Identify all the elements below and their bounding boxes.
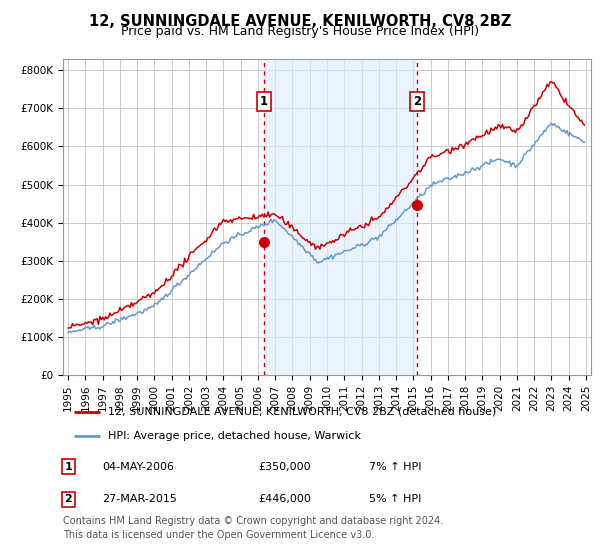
Text: 5% ↑ HPI: 5% ↑ HPI (369, 494, 422, 505)
Text: 04-MAY-2006: 04-MAY-2006 (103, 461, 175, 472)
Text: 1: 1 (64, 461, 72, 472)
Text: Price paid vs. HM Land Registry's House Price Index (HPI): Price paid vs. HM Land Registry's House … (121, 25, 479, 38)
Text: 12, SUNNINGDALE AVENUE, KENILWORTH, CV8 2BZ (detached house): 12, SUNNINGDALE AVENUE, KENILWORTH, CV8 … (108, 407, 496, 417)
Text: Contains HM Land Registry data © Crown copyright and database right 2024.
This d: Contains HM Land Registry data © Crown c… (63, 516, 443, 540)
Text: 27-MAR-2015: 27-MAR-2015 (103, 494, 178, 505)
Text: 2: 2 (413, 95, 421, 108)
Text: 7% ↑ HPI: 7% ↑ HPI (369, 461, 422, 472)
Text: 1: 1 (260, 95, 268, 108)
Text: £446,000: £446,000 (259, 494, 311, 505)
Text: 12, SUNNINGDALE AVENUE, KENILWORTH, CV8 2BZ: 12, SUNNINGDALE AVENUE, KENILWORTH, CV8 … (89, 14, 511, 29)
Text: HPI: Average price, detached house, Warwick: HPI: Average price, detached house, Warw… (108, 431, 361, 441)
Text: £350,000: £350,000 (259, 461, 311, 472)
Text: 2: 2 (64, 494, 72, 505)
Bar (264, 59, 417, 375)
